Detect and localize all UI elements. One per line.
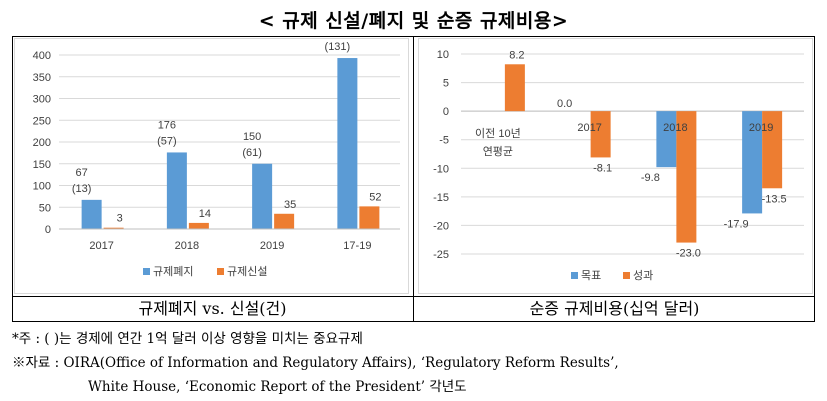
data-label: -23.0 (676, 248, 701, 260)
legend-label: 성과 (633, 269, 653, 282)
y-tick-label: 50 (39, 202, 51, 214)
y-tick-label: 400 (33, 50, 51, 62)
bar-result (676, 111, 697, 243)
data-label: -9.8 (641, 172, 660, 184)
y-tick-label: -5 (439, 135, 449, 147)
bar-new (103, 227, 124, 229)
y-tick-label: 10 (437, 49, 449, 61)
footnote: *주 : ( )는 경제에 연간 1억 달러 이상 영향을 미치는 중요규제 (12, 331, 363, 347)
bar-target (656, 111, 677, 168)
y-tick-label: -15 (433, 192, 449, 204)
bar-result (762, 111, 783, 189)
x-tick-label: 17-19 (343, 240, 371, 252)
panel-divider (413, 36, 414, 322)
legend-label: 목표 (581, 269, 601, 282)
y-tick-label: -20 (433, 220, 449, 232)
bar-new (274, 213, 295, 229)
legend-label: 규제폐지 (153, 265, 193, 278)
y-tick-label: -25 (433, 249, 449, 261)
x-tick-label: 2019 (749, 122, 773, 134)
legend-swatch (623, 272, 630, 279)
data-label: 150 (243, 131, 261, 143)
x-tick-label: 이전 10년 (475, 127, 521, 140)
y-tick-label: -10 (433, 163, 449, 175)
left-chart-caption: 규제폐지 vs. 신설(건) (138, 299, 287, 318)
data-label: -8.1 (593, 162, 612, 174)
legend-swatch (143, 268, 150, 275)
y-tick-label: 300 (33, 94, 51, 106)
y-tick-label: 200 (33, 137, 51, 149)
data-label: 67 (76, 167, 88, 179)
bar-result (504, 64, 525, 112)
x-tick-label: 연평균 (483, 145, 513, 158)
data-sub-label: (131) (325, 41, 351, 53)
bar-repeal (166, 152, 187, 229)
caption-divider (12, 296, 815, 297)
bar-result (590, 111, 611, 158)
x-tick-label: 2018 (663, 122, 687, 134)
data-label: 14 (199, 208, 211, 220)
data-sub-label: (57) (157, 135, 177, 147)
legend-swatch (217, 268, 224, 275)
bar-new (359, 206, 380, 229)
x-tick-label: 2017 (89, 240, 113, 252)
x-tick-label: 2018 (175, 240, 199, 252)
legend-label: 규제신설 (227, 265, 267, 278)
y-tick-label: 5 (443, 78, 449, 90)
bar-repeal (252, 163, 273, 229)
y-tick-label: 350 (33, 72, 51, 84)
x-tick-label: 2019 (260, 240, 284, 252)
y-tick-label: 0 (45, 224, 51, 236)
data-label: -17.9 (724, 218, 749, 230)
legend-swatch (571, 272, 578, 279)
y-tick-label: 0 (443, 106, 449, 118)
source-note-continued: White House, ‘Economic Report of the Pre… (88, 379, 467, 395)
left-chart: 0 50 100 150 200 250 300 350 400 67 (13) 3 2017 176 (5… (33, 25, 400, 278)
data-label: 176 (158, 119, 176, 131)
data-sub-label: (13) (72, 183, 92, 195)
right-chart-caption: 순증 규제비용(십억 달러) (529, 299, 700, 318)
left-chart-panel: 0 50 100 150 200 250 300 350 400 67 (13) 3 2017 176 (5… (14, 25, 409, 294)
data-label: 3 (117, 213, 123, 225)
data-label: 0.0 (557, 98, 572, 110)
data-label: 8.2 (509, 49, 524, 61)
figure-title: < 규제 신설/폐지 및 순증 규제비용> (258, 10, 569, 32)
source-note: ※자료 : OIRA(Office of Information and Reg… (12, 355, 619, 371)
bar-target (742, 111, 763, 214)
data-label: 35 (284, 199, 296, 211)
bar-repeal (81, 199, 102, 229)
x-tick-label: 2017 (577, 122, 601, 134)
y-tick-label: 250 (33, 115, 51, 127)
data-sub-label: (61) (242, 147, 262, 159)
data-label: 52 (369, 191, 381, 203)
bar-new (188, 222, 209, 229)
y-tick-label: 150 (33, 159, 51, 171)
data-label: -13.5 (762, 193, 787, 205)
y-tick-label: 100 (33, 181, 51, 193)
bar-repeal (337, 58, 358, 229)
